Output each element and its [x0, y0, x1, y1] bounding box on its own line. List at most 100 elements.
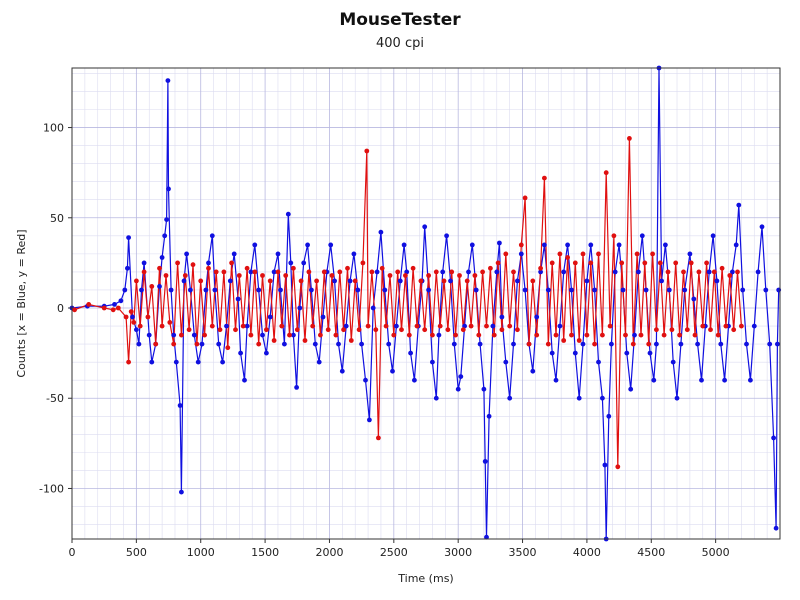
- data-point-1: [167, 320, 173, 325]
- data-point-1: [198, 278, 204, 284]
- data-point-1: [365, 323, 371, 329]
- data-point-0: [670, 359, 676, 365]
- data-point-0: [740, 287, 746, 293]
- data-point-0: [763, 287, 769, 293]
- chart-subtitle: 400 cpi: [376, 36, 424, 51]
- data-point-1: [383, 323, 389, 329]
- data-point-0: [355, 287, 361, 293]
- data-point-0: [718, 341, 724, 347]
- data-point-0: [231, 251, 237, 257]
- data-point-1: [264, 327, 269, 333]
- data-point-0: [736, 202, 742, 208]
- data-point-0: [171, 332, 177, 338]
- data-point-1: [209, 323, 215, 329]
- data-point-0: [203, 287, 209, 293]
- data-point-0: [252, 242, 258, 248]
- data-point-0: [490, 323, 496, 329]
- data-point-0: [332, 278, 337, 284]
- x-tick-label: 2000: [315, 546, 343, 559]
- data-point-1: [287, 332, 292, 338]
- data-point-0: [654, 341, 659, 347]
- data-point-0: [220, 359, 226, 365]
- data-point-0: [159, 255, 165, 260]
- data-point-1: [213, 269, 219, 275]
- data-point-0: [518, 251, 524, 257]
- data-point-0: [267, 314, 273, 320]
- data-point-1: [619, 260, 625, 266]
- data-point-0: [748, 377, 753, 383]
- data-point-1: [236, 273, 242, 278]
- data-point-0: [166, 186, 171, 192]
- data-point-1: [179, 332, 184, 338]
- data-point-0: [730, 269, 735, 275]
- data-point-1: [545, 341, 551, 347]
- data-point-1: [271, 338, 277, 343]
- data-point-1: [549, 260, 555, 266]
- data-point-0: [511, 341, 516, 347]
- x-tick-label: 5000: [702, 546, 730, 559]
- data-point-1: [399, 327, 404, 333]
- data-point-0: [191, 332, 197, 338]
- data-point-0: [278, 287, 283, 293]
- data-point-1: [291, 265, 296, 271]
- data-point-1: [206, 265, 211, 271]
- data-point-1: [580, 251, 586, 257]
- data-point-0: [141, 260, 147, 266]
- data-point-1: [333, 332, 339, 338]
- data-point-1: [468, 323, 474, 329]
- data-point-1: [126, 359, 131, 365]
- data-point-1: [584, 332, 590, 338]
- data-point-1: [495, 260, 501, 266]
- data-point-0: [695, 341, 700, 347]
- data-point-1: [157, 265, 162, 271]
- x-tick-label: 4500: [637, 546, 665, 559]
- data-point-0: [592, 287, 597, 293]
- data-point-1: [669, 327, 675, 333]
- data-point-0: [616, 242, 622, 248]
- data-point-1: [437, 323, 443, 329]
- data-point-1: [86, 302, 92, 307]
- data-point-0: [612, 269, 618, 275]
- data-point-0: [195, 359, 201, 365]
- data-point-0: [755, 269, 761, 275]
- data-point-1: [719, 265, 725, 271]
- data-point-0: [162, 233, 168, 239]
- y-tick-label: -50: [46, 392, 64, 405]
- data-point-0: [134, 327, 139, 333]
- data-point-0: [481, 386, 487, 392]
- data-point-0: [663, 242, 668, 248]
- data-point-0: [451, 341, 457, 347]
- data-point-0: [297, 305, 303, 311]
- data-point-0: [444, 233, 449, 239]
- data-point-0: [367, 417, 372, 423]
- data-point-1: [553, 332, 559, 338]
- data-point-1: [615, 464, 621, 470]
- data-point-1: [665, 269, 671, 275]
- data-point-1: [141, 269, 147, 275]
- data-point-1: [518, 242, 524, 248]
- data-point-1: [561, 338, 567, 343]
- data-point-0: [336, 341, 341, 347]
- data-point-0: [177, 403, 183, 408]
- data-point-1: [511, 269, 516, 275]
- data-point-1: [600, 332, 605, 338]
- data-point-0: [484, 534, 489, 540]
- data-point-0: [458, 374, 464, 379]
- data-point-1: [337, 269, 343, 275]
- data-point-0: [499, 314, 505, 320]
- data-point-1: [565, 255, 570, 260]
- data-point-0: [181, 278, 187, 284]
- data-point-0: [482, 459, 488, 464]
- data-point-0: [343, 323, 349, 329]
- data-point-0: [576, 395, 582, 401]
- data-point-0: [422, 224, 428, 230]
- data-point-1: [279, 323, 285, 329]
- data-point-0: [706, 269, 712, 275]
- data-point-1: [310, 323, 316, 329]
- data-point-0: [678, 341, 684, 347]
- data-point-0: [291, 332, 296, 338]
- data-point-1: [325, 327, 331, 333]
- data-point-1: [171, 341, 177, 347]
- data-point-1: [534, 332, 540, 338]
- data-point-0: [209, 233, 215, 239]
